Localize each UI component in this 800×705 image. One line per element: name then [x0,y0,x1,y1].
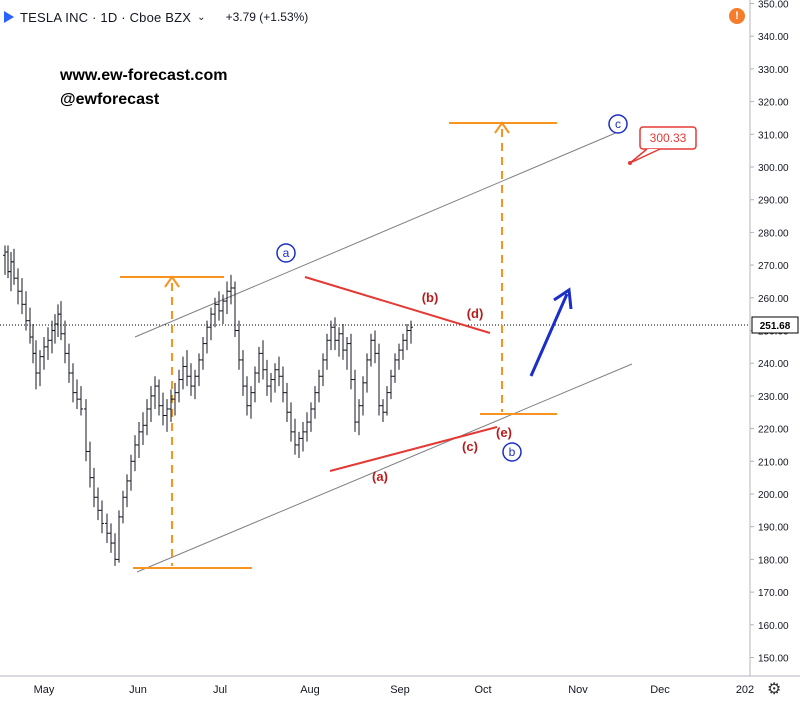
wave-label-c: c [615,117,621,131]
x-tick-label: Dec [650,684,670,696]
y-tick-label: 310.00 [758,130,789,141]
wave-label-a-circle [276,243,296,263]
x-tick-label: Sep [390,684,410,696]
x-tick-label: Oct [474,684,491,696]
y-tick-label: 320.00 [758,98,789,109]
wave-label-b-circle [502,442,522,462]
upper-channel-line [134,128,626,338]
y-tick-label: 260.00 [758,294,789,305]
x-tick-label: 202 [736,684,754,696]
last-price-label: 251.68 [760,321,791,332]
tradingview-flag-icon [4,11,14,23]
last-price-tag [751,316,799,334]
wave-label-sub-d: (d) [467,306,484,321]
forecast-arrow-shaft [529,293,569,377]
projection-arrow-2 [494,121,510,134]
x-tick-label: May [34,684,55,696]
y-tick-label: 280.00 [758,228,789,239]
y-tick-label: 330.00 [758,65,789,76]
x-tick-label: Aug [300,684,320,696]
triangle-lower-line [329,426,498,472]
wave-label-sub-a: (a) [372,469,388,484]
y-tick-label: 300.00 [758,163,789,174]
target-callout-label: 300.33 [650,131,687,145]
projection-arrow-1 [164,275,180,288]
watermark-handle: @ewforecast [60,91,160,108]
chevron-down-icon[interactable]: ⌄ [197,11,206,23]
wave-label-sub-e: (e) [496,425,512,440]
y-tick-label: 190.00 [758,523,789,534]
y-tick-label: 150.00 [758,653,789,664]
y-tick-label: 200.00 [758,490,789,501]
y-tick-label: 230.00 [758,392,789,403]
y-tick-label: 160.00 [758,621,789,632]
wave-label-sub-c: (c) [462,439,478,454]
y-tick-label: 170.00 [758,588,789,599]
watermark-site: www.ew-forecast.com [60,67,228,84]
y-tick-label: 180.00 [758,555,789,566]
wave-label-b: b [509,445,516,459]
lower-channel-line [136,363,633,573]
y-tick-label: 290.00 [758,196,789,207]
symbol-title[interactable]: TESLA INC · 1D · Cboe BZX [20,9,192,25]
alert-icon[interactable]: ! [729,8,745,24]
gear-icon[interactable]: ⚙ [767,681,782,698]
x-tick-label: Jun [129,684,147,696]
y-tick-label: 220.00 [758,425,789,436]
x-tick-label: Jul [213,684,227,696]
price-change: +3.79 (+1.53%) [225,10,309,24]
x-tick-label: Nov [568,684,588,696]
triangle-upper-line [304,276,491,334]
y-tick-label: 210.00 [758,457,789,468]
target-callout-pointer [629,148,661,164]
wave-label-c-circle [608,114,628,134]
y-tick-label: 340.00 [758,32,789,43]
target-callout-dot [628,161,632,165]
y-tick-label: 270.00 [758,261,789,272]
forecast-arrow-head [553,287,573,310]
watermark: www.ew-forecast.com @ewforecast [60,64,227,112]
y-tick-label: 240.00 [758,359,789,370]
chart-header: TESLA INC · 1D · Cboe BZX ⌄ +3.79 (+1.53… [4,6,308,28]
target-callout-box [639,126,697,150]
y-tick-label: 350.00 [758,0,789,10]
wave-label-a: a [283,246,290,260]
wave-label-sub-b: (b) [422,290,439,305]
